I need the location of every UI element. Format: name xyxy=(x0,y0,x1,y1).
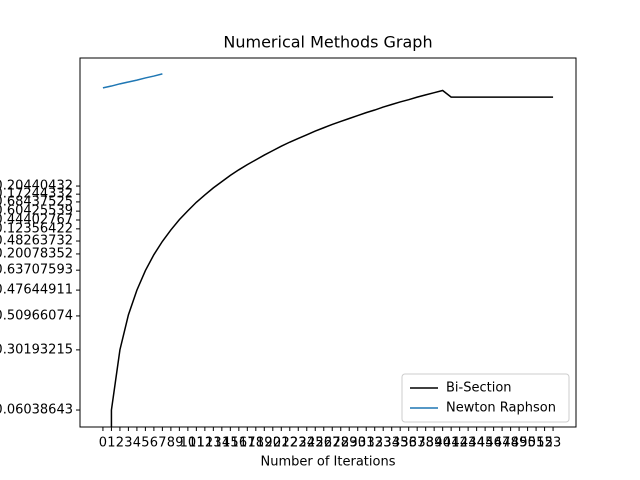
x-tick-label: 10 xyxy=(180,436,197,451)
x-tick-label: 48 xyxy=(502,436,519,451)
y-tick-label: 0.30193215 xyxy=(0,342,73,357)
x-tick-label: 52 xyxy=(536,436,553,451)
x-tick-label: 29 xyxy=(341,436,358,451)
x-tick-label: 3 xyxy=(124,436,132,451)
x-tick-label: 44 xyxy=(468,436,485,451)
x-tick-label: 25 xyxy=(307,436,324,451)
y-tick-label: 0.48263732 xyxy=(0,234,73,249)
x-tick-label: 33 xyxy=(375,436,392,451)
x-tick-label: 22 xyxy=(282,436,299,451)
x-tick-label: 12 xyxy=(197,436,214,451)
x-tick-label: 20 xyxy=(265,436,282,451)
x-tick-label: 26 xyxy=(315,436,332,451)
y-tick-label: 0.17244332 xyxy=(0,187,73,202)
x-tick-label: 42 xyxy=(451,436,468,451)
legend-label: Bi-Section xyxy=(446,381,512,396)
y-tick-label: 0.06038643 xyxy=(0,403,73,418)
x-tick-label: 1 xyxy=(107,436,115,451)
line-series xyxy=(102,73,163,89)
chart-title: Numerical Methods Graph xyxy=(223,33,432,52)
legend: Bi-Section Newton Raphson xyxy=(401,373,570,423)
x-tick-label: 53 xyxy=(545,436,562,451)
line-series xyxy=(110,89,554,427)
y-tick-label: 0.20440432 xyxy=(0,179,73,194)
x-tick-label: 30 xyxy=(349,436,366,451)
x-tick-label: 46 xyxy=(485,436,502,451)
y-tick-label: 0.63707593 xyxy=(0,263,73,278)
y-tick-label: 0.44402767 xyxy=(0,212,73,227)
x-tick-label: 35 xyxy=(392,436,409,451)
x-tick-label: 11 xyxy=(188,436,205,451)
x-tick-label: 2 xyxy=(116,436,124,451)
x-tick-label: 17 xyxy=(239,436,256,451)
x-tick-label: 4 xyxy=(133,436,141,451)
x-tick-label: 19 xyxy=(256,436,273,451)
x-tick-label: 45 xyxy=(477,436,494,451)
y-tick-label: 0.60425539 xyxy=(0,204,73,219)
x-tick-label: 32 xyxy=(366,436,383,451)
x-tick-label: 24 xyxy=(298,436,315,451)
y-tick-label: 0.68437525 xyxy=(0,194,73,209)
x-axis-label: Number of Iterations xyxy=(261,455,396,470)
x-tick-label: 41 xyxy=(443,436,460,451)
x-tick-label: 7 xyxy=(158,436,166,451)
x-tick-label: 16 xyxy=(231,436,248,451)
x-tick-label: 47 xyxy=(494,436,511,451)
x-tick-label: 23 xyxy=(290,436,307,451)
x-tick-label: 51 xyxy=(528,436,545,451)
x-tick-label: 31 xyxy=(358,436,375,451)
x-tick-label: 13 xyxy=(205,436,222,451)
x-tick-label: 36 xyxy=(400,436,417,451)
legend-label: Newton Raphson xyxy=(446,401,556,416)
x-tick-label: 43 xyxy=(460,436,477,451)
x-tick-label: 37 xyxy=(409,436,426,451)
x-tick-label: 0 xyxy=(99,436,107,451)
y-tick-label: 0.50966074 xyxy=(0,308,73,323)
x-tick-label: 15 xyxy=(222,436,239,451)
x-tick-label: 50 xyxy=(519,436,536,451)
x-tick-label: 9 xyxy=(175,436,183,451)
x-tick-label: 5 xyxy=(141,436,149,451)
x-tick-label: 40 xyxy=(434,436,451,451)
x-tick-label: 27 xyxy=(324,436,341,451)
y-tick-label: 0.20078352 xyxy=(0,246,73,261)
x-tick-label: 21 xyxy=(273,436,290,451)
plot-frame xyxy=(79,57,577,428)
x-tick-label: 6 xyxy=(150,436,158,451)
x-tick-label: 28 xyxy=(332,436,349,451)
x-tick-label: 18 xyxy=(248,436,265,451)
y-tick-label: 0.47644911 xyxy=(0,283,73,298)
x-tick-label: 38 xyxy=(417,436,434,451)
x-tick-label: 8 xyxy=(167,436,175,451)
x-tick-label: 14 xyxy=(214,436,231,451)
x-tick-label: 34 xyxy=(383,436,400,451)
legend-box xyxy=(401,373,570,423)
x-tick-label: 49 xyxy=(511,436,528,451)
x-tick-label: 39 xyxy=(426,436,443,451)
y-tick-label: 0.12356422 xyxy=(0,221,73,236)
